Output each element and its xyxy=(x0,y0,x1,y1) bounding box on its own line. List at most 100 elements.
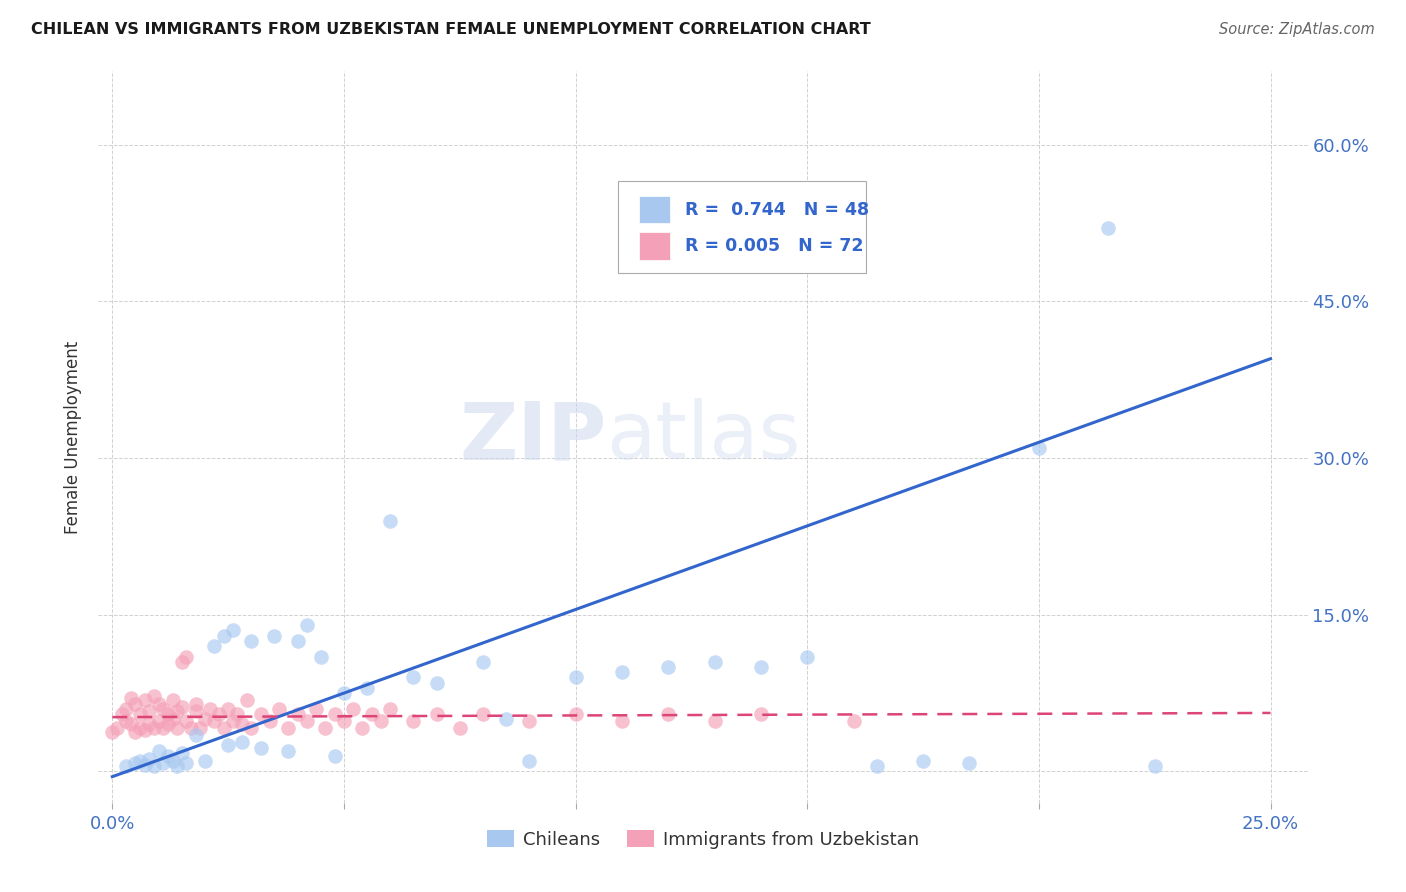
Point xyxy=(115,702,138,716)
Point xyxy=(380,702,402,716)
Point xyxy=(222,714,245,729)
Point xyxy=(143,690,166,704)
Point xyxy=(323,706,346,721)
Point xyxy=(333,714,356,729)
Point xyxy=(402,670,425,684)
Point xyxy=(180,721,202,735)
Point xyxy=(166,721,188,735)
Point xyxy=(356,681,378,695)
Text: CHILEAN VS IMMIGRANTS FROM UZBEKISTAN FEMALE UNEMPLOYMENT CORRELATION CHART: CHILEAN VS IMMIGRANTS FROM UZBEKISTAN FE… xyxy=(31,22,870,37)
Point xyxy=(134,758,156,772)
Point xyxy=(170,746,193,760)
Point xyxy=(194,754,217,768)
Point xyxy=(517,754,540,768)
Point xyxy=(796,649,818,664)
Point xyxy=(259,714,281,729)
Point xyxy=(156,706,179,721)
Point xyxy=(564,706,586,721)
Point xyxy=(176,649,198,664)
Point xyxy=(287,706,309,721)
Point xyxy=(333,686,356,700)
Point xyxy=(471,706,494,721)
Point xyxy=(517,714,540,729)
Point xyxy=(138,717,160,731)
Point xyxy=(194,712,217,726)
Bar xyxy=(638,195,671,224)
Point xyxy=(124,697,146,711)
Point xyxy=(134,693,156,707)
Point xyxy=(323,748,346,763)
Point xyxy=(1028,441,1050,455)
Point xyxy=(138,704,160,718)
Point xyxy=(129,754,152,768)
FancyBboxPatch shape xyxy=(619,181,866,273)
Point xyxy=(110,706,132,721)
Point xyxy=(222,624,245,638)
Point xyxy=(148,743,170,757)
Point xyxy=(162,712,184,726)
Point xyxy=(240,633,263,648)
Point xyxy=(449,721,471,735)
Point xyxy=(152,702,174,716)
Point xyxy=(235,693,257,707)
Point xyxy=(426,706,449,721)
Point xyxy=(198,702,221,716)
Text: atlas: atlas xyxy=(606,398,800,476)
Point xyxy=(162,754,184,768)
Point xyxy=(352,721,374,735)
Point xyxy=(263,629,285,643)
Point xyxy=(749,660,772,674)
Point xyxy=(495,712,517,726)
Point xyxy=(249,741,271,756)
Point xyxy=(277,721,299,735)
Point xyxy=(360,706,382,721)
Point xyxy=(101,724,124,739)
Point xyxy=(657,706,679,721)
Point xyxy=(402,714,425,729)
Point xyxy=(277,743,299,757)
Point xyxy=(138,752,160,766)
Text: Source: ZipAtlas.com: Source: ZipAtlas.com xyxy=(1219,22,1375,37)
Point xyxy=(202,714,225,729)
Point xyxy=(842,714,865,729)
Point xyxy=(170,699,193,714)
Point xyxy=(249,706,271,721)
Point xyxy=(176,714,198,729)
Point xyxy=(166,704,188,718)
Point xyxy=(309,649,332,664)
Point xyxy=(184,728,207,742)
Point xyxy=(188,721,211,735)
Point xyxy=(471,655,494,669)
Point xyxy=(564,670,586,684)
Point xyxy=(912,754,935,768)
Point xyxy=(202,639,225,653)
Point xyxy=(148,697,170,711)
Point xyxy=(184,704,207,718)
Point xyxy=(380,514,402,528)
Point xyxy=(426,675,449,690)
Point xyxy=(124,724,146,739)
Point xyxy=(657,660,679,674)
Point xyxy=(134,723,156,737)
Point xyxy=(703,655,725,669)
Text: R =  0.744   N = 48: R = 0.744 N = 48 xyxy=(685,201,869,219)
Point xyxy=(1097,221,1119,235)
Point xyxy=(610,665,633,680)
Point xyxy=(156,748,179,763)
Point xyxy=(124,756,146,770)
Point xyxy=(143,721,166,735)
Point xyxy=(269,702,291,716)
Point xyxy=(143,759,166,773)
Point xyxy=(217,702,239,716)
Point xyxy=(287,633,309,648)
Point xyxy=(217,739,239,753)
Point xyxy=(105,721,128,735)
Legend: Chileans, Immigrants from Uzbekistan: Chileans, Immigrants from Uzbekistan xyxy=(479,822,927,856)
Point xyxy=(370,714,392,729)
Point xyxy=(176,756,198,770)
Point xyxy=(166,759,188,773)
Point xyxy=(610,714,633,729)
Point xyxy=(342,702,364,716)
Text: ZIP: ZIP xyxy=(458,398,606,476)
Point xyxy=(1143,759,1166,773)
